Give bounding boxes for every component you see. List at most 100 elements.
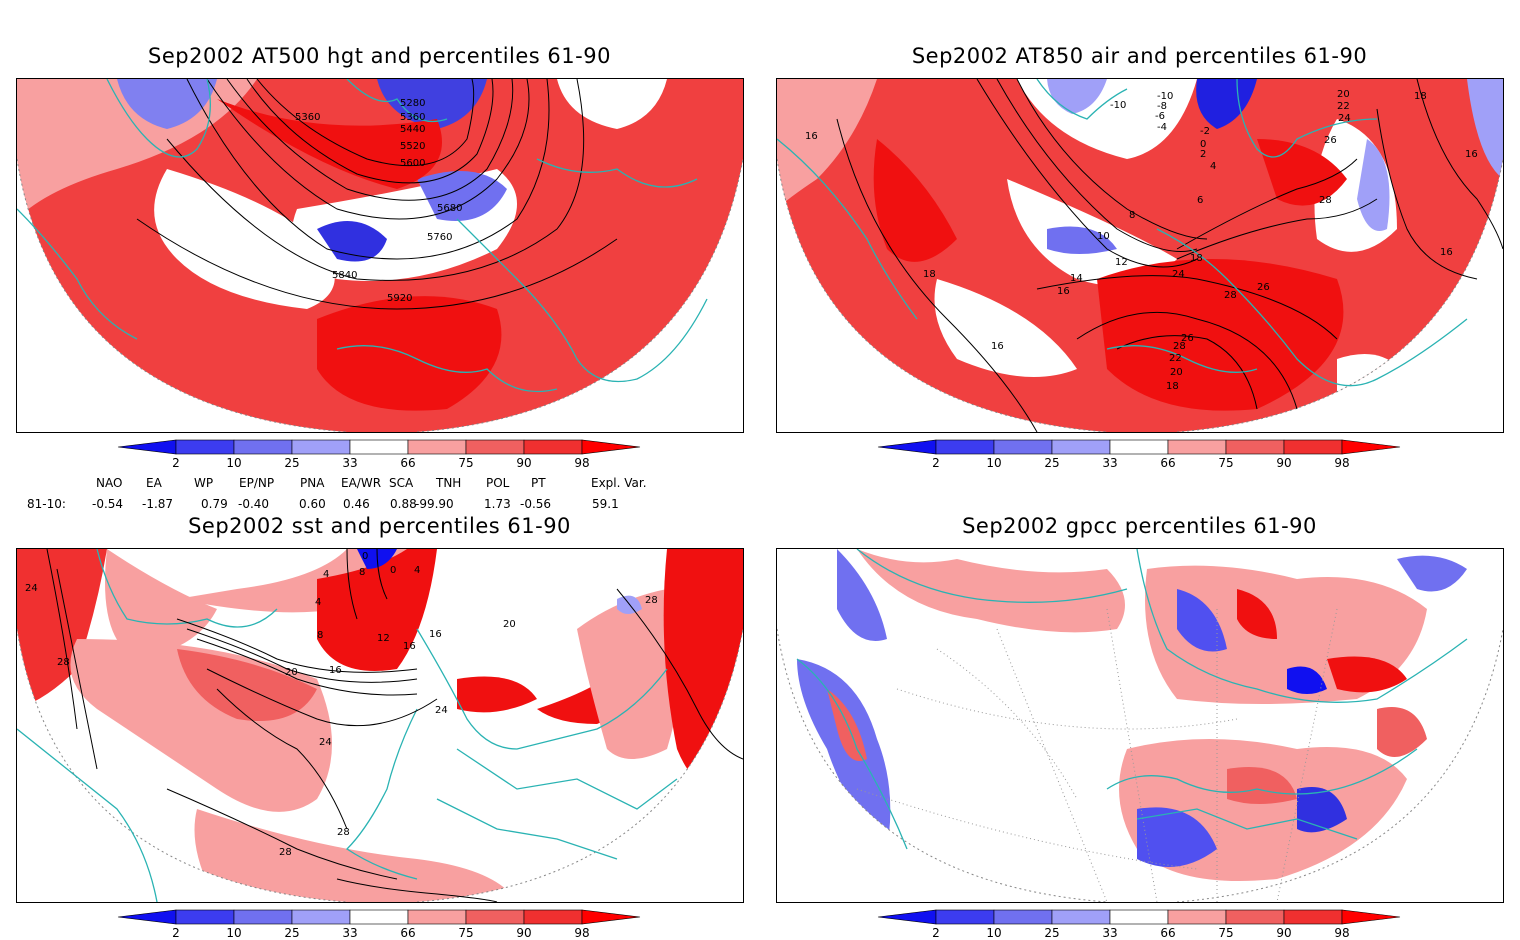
- contour-label: 20: [1337, 89, 1350, 100]
- index-value: 0.60: [299, 497, 326, 511]
- colorbar-tick-label: 98: [1334, 456, 1349, 470]
- colorbar-tick-label: 10: [226, 456, 241, 470]
- contour-label: 4: [1210, 161, 1216, 172]
- index-header: POL: [486, 476, 510, 490]
- index-header: PNA: [300, 476, 325, 490]
- index-value: 59.1: [592, 497, 619, 511]
- contour-label: 5760: [427, 232, 452, 243]
- contour-label: 28: [1319, 195, 1332, 206]
- contour-label: 24: [435, 705, 448, 716]
- colorbar-segment: [407, 439, 467, 455]
- index-header: SCA: [389, 476, 414, 490]
- colorbar-tick-label: 98: [574, 456, 589, 470]
- index-value: 1.73: [484, 497, 511, 511]
- index-value: -1.87: [142, 497, 174, 511]
- index-value: -0.54: [92, 497, 124, 511]
- contour-labels-hgt500: 5280 5360 5360 5440 5520 5600 5680 5760 …: [295, 98, 462, 304]
- colorbar-tick-label: 98: [1334, 926, 1349, 940]
- colorbar-segment: [1283, 909, 1343, 925]
- colorbar-segment: [175, 439, 235, 455]
- colorbar-arrow-left: [877, 439, 937, 455]
- map-gpcc-svg: [777, 549, 1503, 902]
- colorbar-tick-label: 90: [516, 926, 531, 940]
- contour-label: 24: [25, 583, 38, 594]
- contour-labels-sst: 0 0 4 4 4 8 8 12 16 16 16 20 20 24 24 24…: [25, 551, 658, 858]
- colorbar-segment: [1225, 439, 1285, 455]
- contour-label: 26: [1181, 333, 1194, 344]
- index-header: EA: [146, 476, 162, 490]
- coastlines-air850: [777, 79, 1468, 387]
- colorbar-segment: [1051, 439, 1111, 455]
- contour-label: 26: [1257, 282, 1270, 293]
- contour-label: 0: [362, 551, 368, 562]
- contour-label: 20: [503, 619, 516, 630]
- colorbar-arrow-left: [117, 909, 177, 925]
- colorbar-tick-label: 25: [284, 456, 299, 470]
- colorbar-segment: [465, 439, 525, 455]
- colorbar-tick-label: 90: [1276, 456, 1291, 470]
- contour-label: 16: [329, 665, 342, 676]
- panel-title-gpcc: Sep2002 gpcc percentiles 61-90: [962, 514, 1317, 538]
- map-panel-air850: -10 -10 -8 -6 -4 -2 0 2 4 6 8 10 12 14 1…: [776, 78, 1504, 433]
- contour-label: 28: [645, 595, 658, 606]
- contour-label: 5360: [400, 112, 425, 123]
- colorbar-segment: [1167, 909, 1227, 925]
- index-value: -0.56: [520, 497, 552, 511]
- map-panel-sst: 0 0 4 4 4 8 8 12 16 16 16 20 20 24 24 24…: [16, 548, 744, 903]
- contour-label: 5920: [387, 293, 412, 304]
- index-header: PT: [531, 476, 546, 490]
- contour-label: 18: [923, 269, 936, 280]
- colorbar-arrow-right: [1341, 909, 1401, 925]
- contours-air850: [836, 79, 1503, 432]
- colorbar-segment: [175, 909, 235, 925]
- contour-label: 4: [315, 597, 321, 608]
- colorbar-tick-label: 10: [986, 456, 1001, 470]
- index-header: NAO: [96, 476, 123, 490]
- contour-label: 5520: [400, 141, 425, 152]
- shading-gpcc: [777, 549, 1503, 902]
- contour-label: 16: [805, 131, 818, 142]
- contour-label: 8: [359, 567, 365, 578]
- coastlines-gpcc: [796, 549, 1468, 850]
- colorbar-gpcc: 2 10 25 33 66 75 90 98: [877, 909, 1401, 940]
- index-value: 0.88: [390, 497, 417, 511]
- index-value: -0.40: [238, 497, 270, 511]
- colorbar-air850: 2 10 25 33 66 75 90 98: [877, 439, 1401, 470]
- contours-sst: [46, 549, 743, 902]
- contour-label: 0: [390, 565, 396, 576]
- map-air850-svg: -10 -10 -8 -6 -4 -2 0 2 4 6 8 10 12 14 1…: [777, 79, 1503, 432]
- contour-label: 16: [991, 341, 1004, 352]
- colorbar-segment: [465, 909, 525, 925]
- contour-label: 14: [1070, 273, 1083, 284]
- contour-label: 5280: [400, 98, 425, 109]
- colorbar-tick-label: 25: [284, 926, 299, 940]
- indices-value-row: 81-10: -0.54 -1.87 0.79 -0.40 0.60 0.46 …: [0, 497, 760, 513]
- colorbar-tick-label: 98: [574, 926, 589, 940]
- index-value: 0.79: [201, 497, 228, 511]
- contour-label: 8: [1129, 210, 1135, 221]
- contour-label: 28: [337, 827, 350, 838]
- contours-hgt500: [136, 79, 618, 310]
- colorbar-segment: [935, 909, 995, 925]
- colorbar-tick-label: 2: [172, 456, 180, 470]
- colorbar-tick-label: 66: [1160, 456, 1175, 470]
- colorbar-segment: [291, 439, 351, 455]
- colorbar-tick-label: 90: [516, 456, 531, 470]
- contour-label: 24: [319, 737, 332, 748]
- shading-air850: [777, 79, 1503, 432]
- colorbar-segment: [1167, 439, 1227, 455]
- colorbar-tick-label: 10: [226, 926, 241, 940]
- colorbar-tick-label: 75: [1218, 456, 1233, 470]
- coastlines-sst: [17, 549, 678, 902]
- colorbar-segment: [1283, 439, 1343, 455]
- colorbar-arrow-left: [117, 439, 177, 455]
- contour-label: 8: [317, 630, 323, 641]
- index-header: TNH: [436, 476, 462, 490]
- contour-label: -4: [1157, 122, 1167, 133]
- contour-label: 4: [323, 569, 329, 580]
- colorbar-tick-label: 2: [172, 926, 180, 940]
- contour-label: 22: [1169, 353, 1182, 364]
- contour-label: 5360: [295, 112, 320, 123]
- contour-label: 18: [1414, 91, 1427, 102]
- contour-label: 28: [279, 847, 292, 858]
